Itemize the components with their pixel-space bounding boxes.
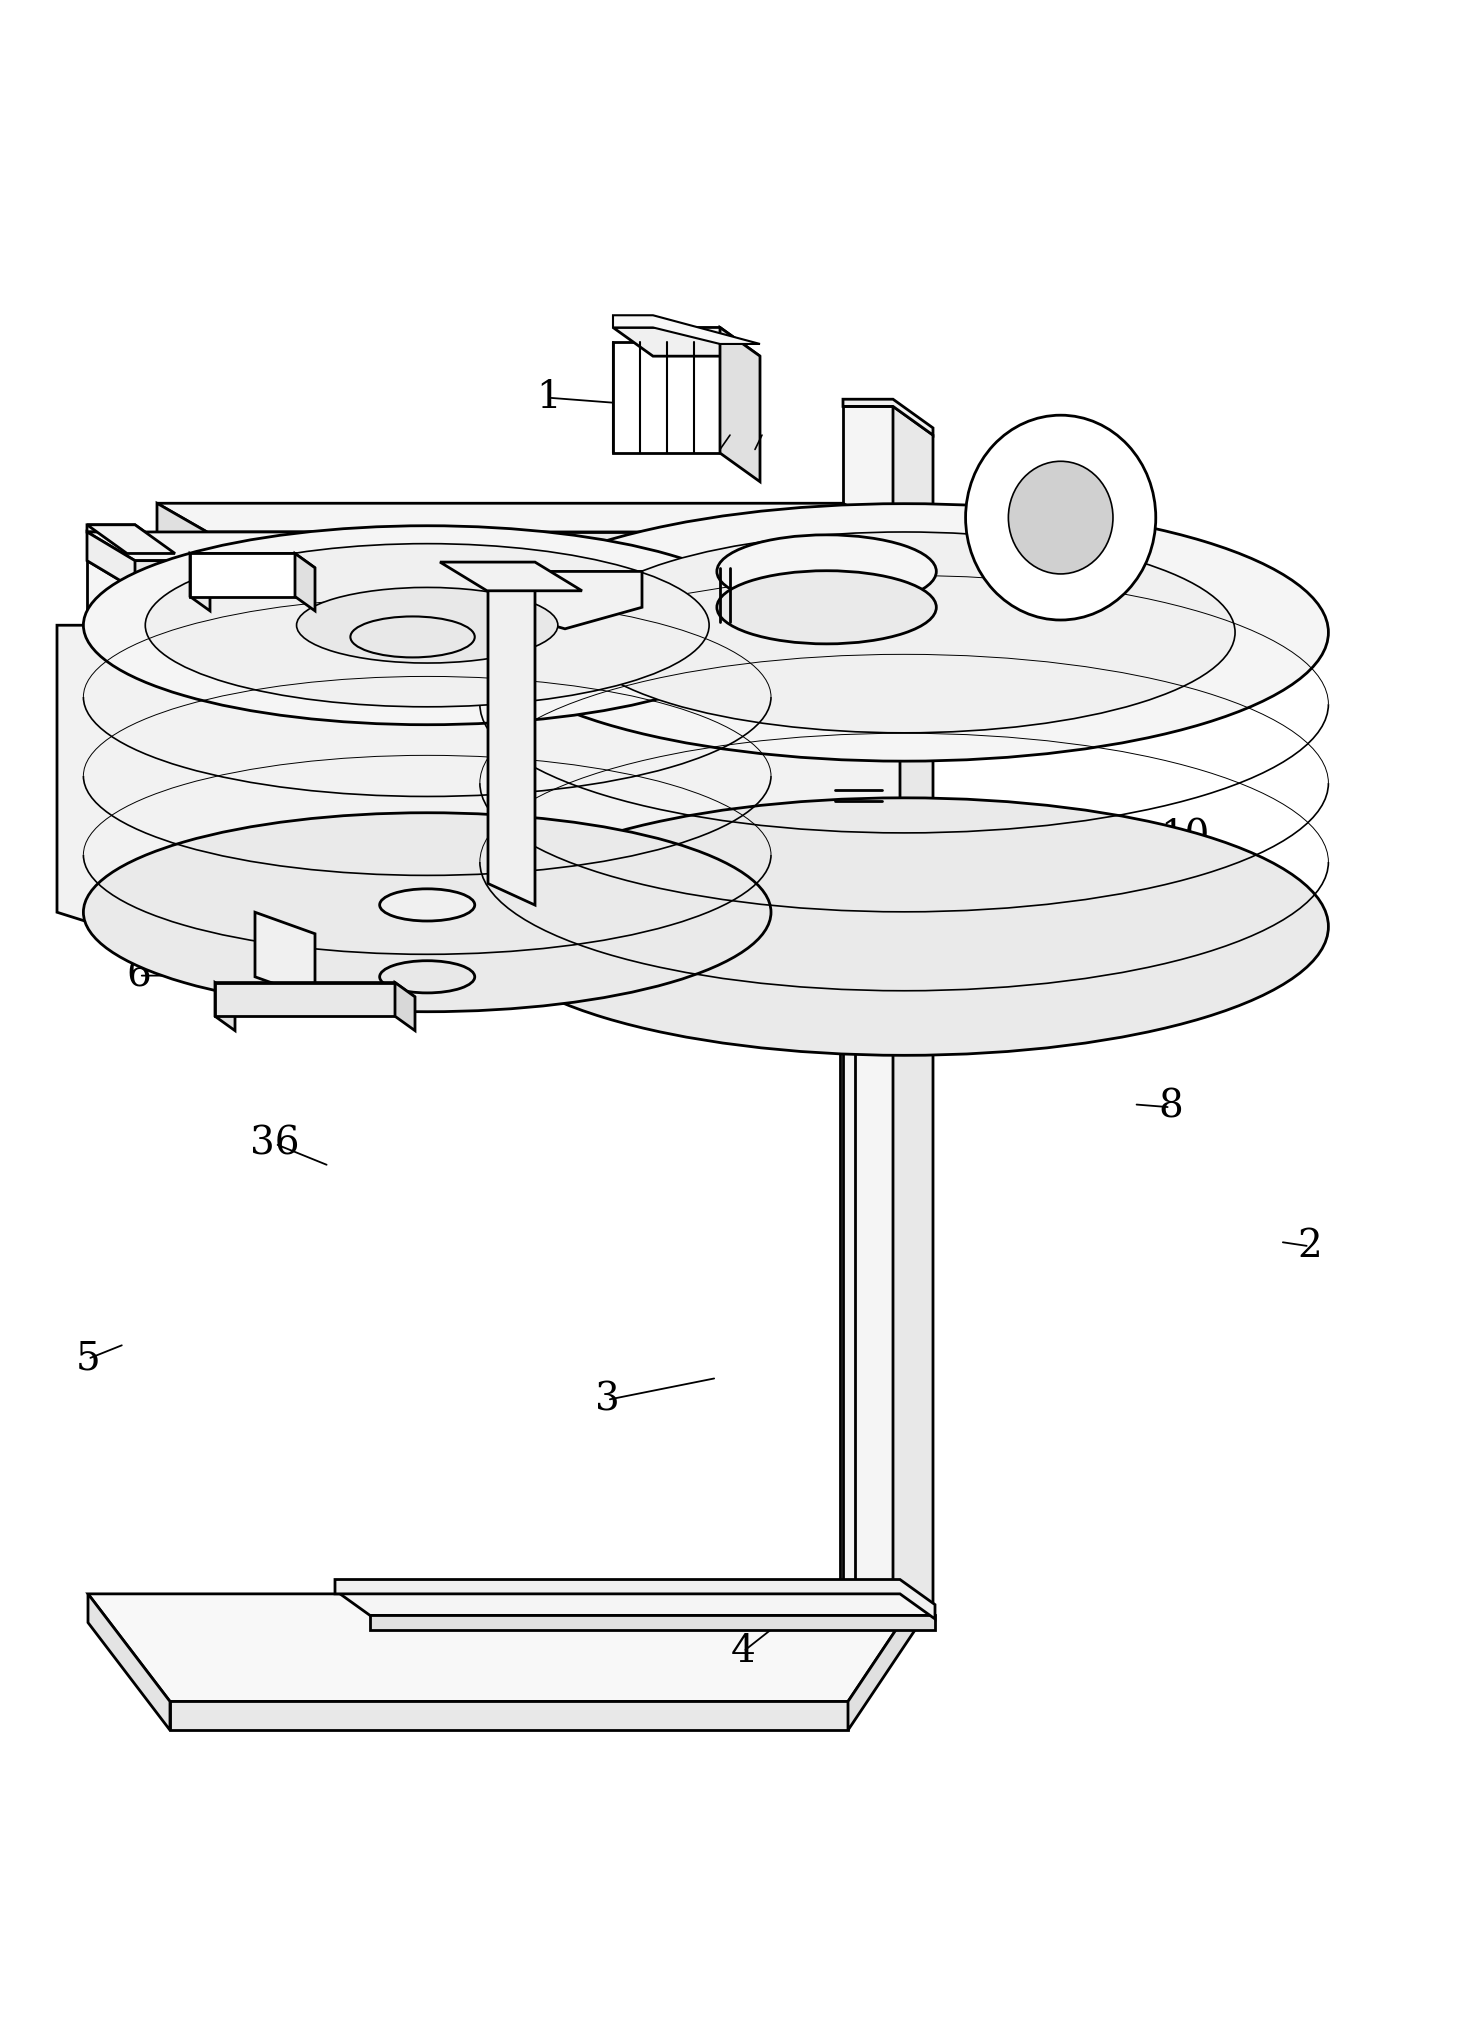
Polygon shape bbox=[57, 626, 522, 985]
Polygon shape bbox=[86, 524, 176, 561]
Text: 6: 6 bbox=[127, 956, 151, 995]
Polygon shape bbox=[613, 328, 759, 357]
Polygon shape bbox=[440, 563, 582, 591]
Ellipse shape bbox=[480, 797, 1328, 1056]
Text: 10: 10 bbox=[1160, 818, 1210, 854]
Ellipse shape bbox=[966, 416, 1156, 620]
Polygon shape bbox=[892, 406, 933, 1623]
Polygon shape bbox=[86, 854, 486, 883]
Polygon shape bbox=[335, 1590, 935, 1615]
Polygon shape bbox=[395, 983, 415, 1030]
Polygon shape bbox=[86, 532, 486, 561]
Text: 3: 3 bbox=[595, 1380, 619, 1419]
Text: 36: 36 bbox=[250, 1126, 300, 1162]
Text: 8: 8 bbox=[1159, 1089, 1182, 1126]
Ellipse shape bbox=[83, 814, 771, 1011]
Ellipse shape bbox=[380, 960, 474, 993]
Polygon shape bbox=[215, 983, 395, 1015]
Polygon shape bbox=[206, 532, 892, 565]
Polygon shape bbox=[489, 571, 642, 628]
Ellipse shape bbox=[573, 532, 1235, 732]
Polygon shape bbox=[255, 911, 315, 999]
Polygon shape bbox=[157, 504, 206, 565]
Ellipse shape bbox=[1008, 461, 1113, 573]
Polygon shape bbox=[88, 1594, 170, 1731]
Polygon shape bbox=[86, 532, 135, 589]
Polygon shape bbox=[86, 524, 176, 553]
Ellipse shape bbox=[145, 544, 710, 708]
Text: 7: 7 bbox=[1159, 920, 1182, 958]
Polygon shape bbox=[613, 316, 759, 345]
Polygon shape bbox=[86, 532, 135, 883]
Text: 1: 1 bbox=[537, 379, 560, 416]
Text: 5: 5 bbox=[76, 1340, 99, 1378]
Polygon shape bbox=[613, 343, 720, 453]
Polygon shape bbox=[190, 553, 315, 567]
Ellipse shape bbox=[380, 889, 474, 922]
Polygon shape bbox=[88, 1594, 920, 1701]
Text: 9: 9 bbox=[1100, 453, 1124, 489]
Polygon shape bbox=[86, 883, 135, 911]
Text: 11: 11 bbox=[323, 638, 373, 675]
Polygon shape bbox=[849, 1594, 920, 1731]
Polygon shape bbox=[190, 553, 296, 597]
Text: 2: 2 bbox=[1298, 1227, 1321, 1264]
Polygon shape bbox=[843, 406, 892, 1597]
Polygon shape bbox=[370, 1615, 935, 1629]
Ellipse shape bbox=[83, 526, 771, 724]
Ellipse shape bbox=[480, 504, 1328, 761]
Polygon shape bbox=[157, 504, 892, 532]
Polygon shape bbox=[215, 983, 236, 1030]
Polygon shape bbox=[190, 553, 211, 612]
Polygon shape bbox=[335, 1580, 935, 1619]
Polygon shape bbox=[296, 553, 315, 612]
Ellipse shape bbox=[717, 571, 936, 644]
Polygon shape bbox=[135, 532, 176, 911]
Polygon shape bbox=[86, 883, 486, 911]
Polygon shape bbox=[334, 632, 900, 1005]
Ellipse shape bbox=[351, 616, 474, 657]
Ellipse shape bbox=[717, 534, 936, 608]
Polygon shape bbox=[215, 983, 415, 997]
Polygon shape bbox=[86, 561, 486, 589]
Polygon shape bbox=[170, 1701, 849, 1731]
Text: 4: 4 bbox=[730, 1633, 756, 1670]
Polygon shape bbox=[489, 565, 535, 905]
Polygon shape bbox=[720, 328, 759, 481]
Ellipse shape bbox=[297, 587, 557, 663]
Polygon shape bbox=[843, 400, 933, 434]
